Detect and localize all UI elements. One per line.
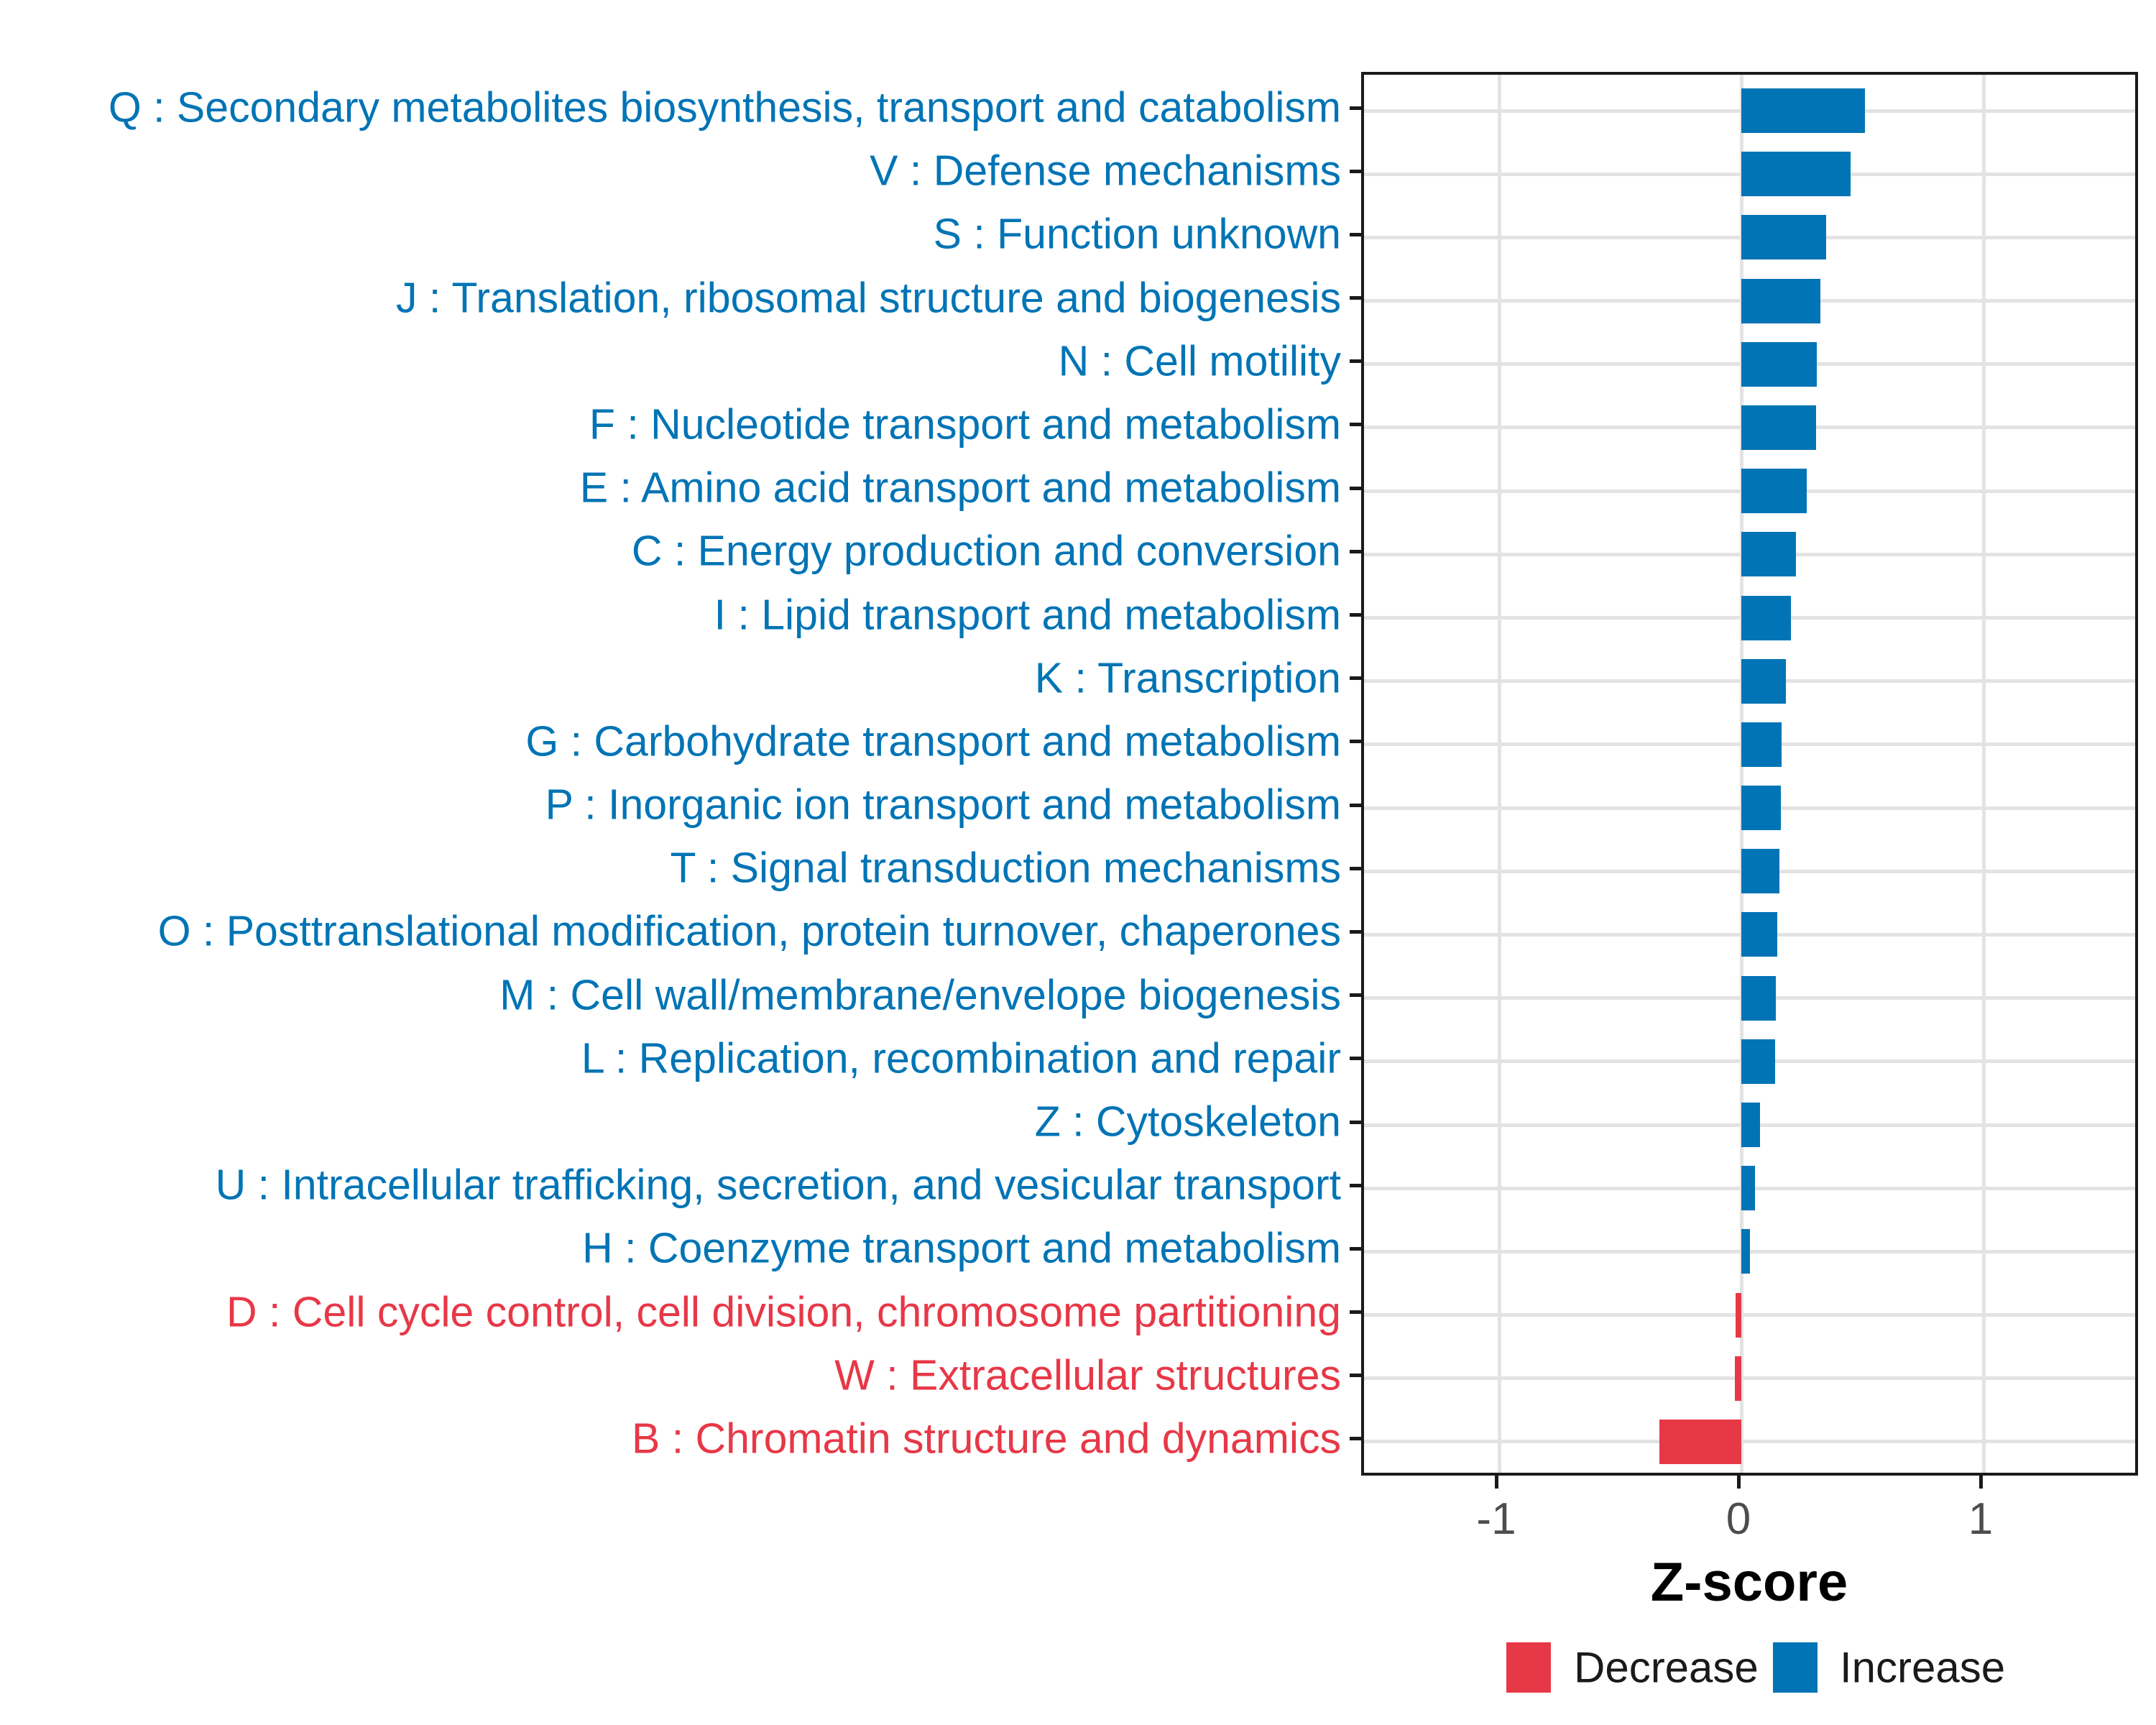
category-label-F: F : Nucleotide transport and metabolism — [589, 400, 1341, 448]
legend-label-decrease: Decrease — [1574, 1643, 1759, 1692]
bar-F — [1741, 405, 1816, 450]
x-axis-title: Z-score — [1650, 1552, 1848, 1613]
y-axis-tick — [1350, 740, 1361, 744]
y-axis-tick — [1350, 993, 1361, 998]
x-axis-tick-label: -1 — [1476, 1494, 1516, 1544]
y-axis-tick — [1350, 1057, 1361, 1061]
bar-V — [1741, 152, 1851, 197]
category-label-L: L : Replication, recombination and repai… — [581, 1034, 1341, 1082]
vertical-gridline — [1981, 75, 1986, 1473]
bar-M — [1741, 975, 1777, 1021]
bar-O — [1741, 912, 1777, 957]
category-label-P: P : Inorganic ion transport and metaboli… — [545, 781, 1341, 829]
category-label-J: J : Translation, ribosomal structure and… — [395, 274, 1341, 322]
category-label-U: U : Intracellular trafficking, secretion… — [215, 1161, 1341, 1209]
y-axis-tick — [1350, 929, 1361, 934]
bar-U — [1741, 1166, 1755, 1211]
bar-S — [1741, 215, 1826, 260]
bar-B — [1659, 1419, 1741, 1464]
bar-G — [1741, 722, 1782, 767]
y-axis-tick — [1350, 676, 1361, 681]
y-axis-tick — [1350, 549, 1361, 553]
bar-N — [1741, 341, 1818, 387]
y-axis-tick — [1350, 866, 1361, 870]
horizontal-gridline — [1364, 1313, 2135, 1317]
y-axis-tick — [1350, 423, 1361, 427]
bar-E — [1741, 469, 1807, 514]
y-axis-tick — [1350, 486, 1361, 490]
category-label-W: W : Extracellular structures — [834, 1351, 1341, 1399]
bar-H — [1741, 1229, 1751, 1274]
category-label-I: I : Lipid transport and metabolism — [714, 591, 1341, 639]
category-label-N: N : Cell motility — [1058, 337, 1341, 385]
bar-I — [1741, 595, 1792, 640]
y-axis-tick — [1350, 1310, 1361, 1315]
category-label-Q: Q : Secondary metabolites biosynthesis, … — [108, 83, 1341, 132]
bar-K — [1741, 658, 1787, 704]
category-label-K: K : Transcription — [1034, 654, 1341, 702]
vertical-gridline — [1497, 75, 1501, 1473]
x-axis-tick-label: 1 — [1968, 1494, 1994, 1544]
y-axis-tick — [1350, 803, 1361, 807]
y-axis-tick — [1350, 613, 1361, 617]
category-label-Z: Z : Cytoskeleton — [1034, 1098, 1341, 1146]
category-label-C: C : Energy production and conversion — [631, 527, 1341, 575]
bar-L — [1741, 1039, 1775, 1084]
category-label-E: E : Amino acid transport and metabolism — [579, 464, 1341, 512]
x-axis-tick-label: 0 — [1726, 1494, 1751, 1544]
y-axis-tick — [1350, 359, 1361, 364]
category-label-G: G : Carbohydrate transport and metabolis… — [525, 717, 1341, 765]
legend-key-increase-swatch — [1773, 1642, 1818, 1693]
x-axis-tick — [1494, 1476, 1498, 1489]
category-label-V: V : Defense mechanisms — [870, 147, 1341, 195]
category-label-B: B : Chromatin structure and dynamics — [631, 1414, 1341, 1463]
y-axis-tick — [1350, 1246, 1361, 1251]
x-axis-tick — [1736, 1476, 1741, 1489]
legend-key-decrease-swatch — [1506, 1642, 1551, 1693]
category-label-D: D : Cell cycle control, cell division, c… — [226, 1288, 1341, 1336]
y-axis-tick — [1350, 169, 1361, 173]
plot-panel — [1361, 72, 2138, 1476]
category-label-T: T : Signal transduction mechanisms — [670, 844, 1341, 892]
y-axis-tick — [1350, 296, 1361, 300]
category-label-H: H : Coenzyme transport and metabolism — [582, 1224, 1341, 1272]
bar-J — [1741, 278, 1820, 323]
x-axis-tick — [1978, 1476, 1983, 1489]
bar-C — [1741, 532, 1796, 577]
bar-D — [1735, 1292, 1741, 1338]
y-axis-tick — [1350, 106, 1361, 110]
horizontal-gridline — [1364, 1440, 2135, 1444]
category-label-S: S : Function unknown — [933, 210, 1341, 258]
legend-label-increase: Increase — [1840, 1643, 2006, 1692]
bar-Z — [1741, 1103, 1760, 1148]
vertical-gridline — [1739, 75, 1743, 1473]
y-axis-tick — [1350, 1120, 1361, 1124]
bar-P — [1741, 786, 1782, 831]
category-label-O: O : Posttranslational modification, prot… — [157, 907, 1341, 955]
bar-Q — [1741, 88, 1865, 133]
horizontal-gridline — [1364, 1376, 2135, 1381]
bar-T — [1741, 849, 1779, 894]
y-axis-tick — [1350, 1437, 1361, 1441]
bar-W — [1734, 1356, 1741, 1401]
category-label-M: M : Cell wall/membrane/envelope biogenes… — [499, 971, 1341, 1019]
y-axis-tick — [1350, 232, 1361, 236]
y-axis-tick — [1350, 1183, 1361, 1187]
y-axis-tick — [1350, 1374, 1361, 1378]
